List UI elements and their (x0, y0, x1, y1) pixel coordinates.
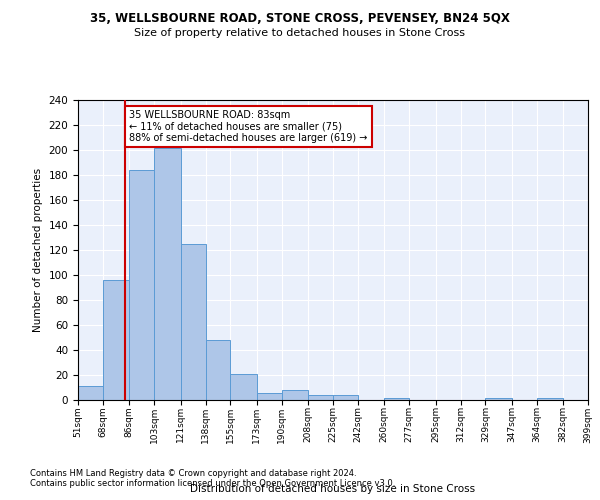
Bar (230, 374, 257, 400)
Text: 35 WELLSBOURNE ROAD: 83sqm
← 11% of detached houses are smaller (75)
88% of semi: 35 WELLSBOURNE ROAD: 83sqm ← 11% of deta… (129, 110, 368, 143)
Bar (205, 340, 230, 400)
Bar (181, 244, 205, 400)
Bar (129, 170, 154, 400)
Bar (78, 386, 103, 400)
Bar (485, 398, 512, 400)
Bar (308, 395, 333, 400)
Text: 35, WELLSBOURNE ROAD, STONE CROSS, PEVENSEY, BN24 5QX: 35, WELLSBOURNE ROAD, STONE CROSS, PEVEN… (90, 12, 510, 26)
Bar (103, 280, 129, 400)
Bar (537, 398, 563, 400)
Y-axis label: Number of detached properties: Number of detached properties (33, 168, 43, 332)
Text: Contains HM Land Registry data © Crown copyright and database right 2024.: Contains HM Land Registry data © Crown c… (30, 468, 356, 477)
Bar (384, 398, 409, 400)
Text: Contains public sector information licensed under the Open Government Licence v3: Contains public sector information licen… (30, 478, 395, 488)
X-axis label: Distribution of detached houses by size in Stone Cross: Distribution of detached houses by size … (190, 484, 476, 494)
Bar (154, 148, 181, 400)
Text: Size of property relative to detached houses in Stone Cross: Size of property relative to detached ho… (134, 28, 466, 38)
Bar (257, 392, 282, 400)
Bar (282, 390, 308, 400)
Bar (333, 395, 358, 400)
